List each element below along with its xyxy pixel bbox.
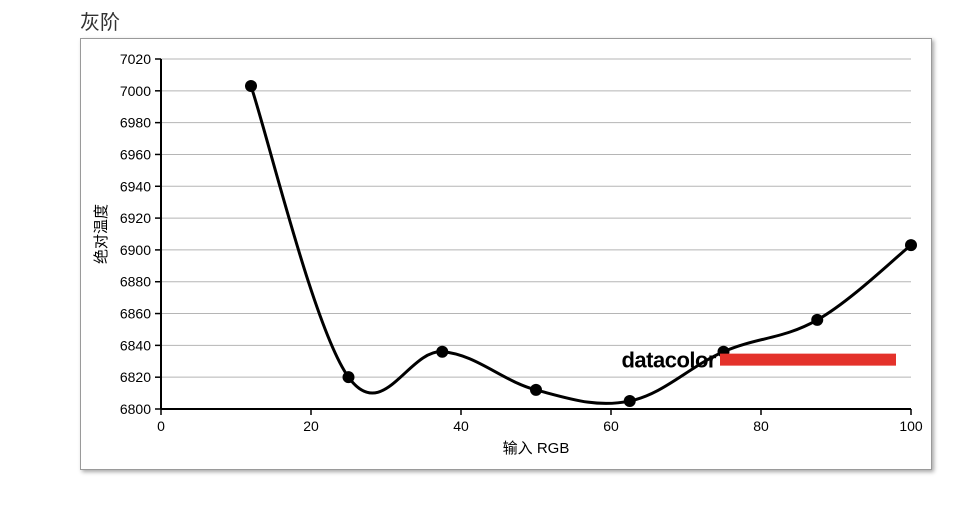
y-tick-label: 6920	[120, 210, 151, 226]
y-tick-label: 6840	[120, 337, 151, 353]
y-tick-label: 6940	[120, 178, 151, 194]
data-marker	[905, 239, 917, 251]
x-tick-label: 60	[603, 418, 619, 434]
y-tick-label: 7000	[120, 83, 151, 99]
y-tick-label: 7020	[120, 51, 151, 67]
y-tick-label: 6860	[120, 306, 151, 322]
data-marker	[343, 371, 355, 383]
x-tick-label: 80	[753, 418, 769, 434]
y-tick-label: 6880	[120, 274, 151, 290]
y-axis-label: 绝对温度	[93, 204, 110, 264]
data-marker	[436, 346, 448, 358]
data-marker	[530, 384, 542, 396]
x-tick-label: 40	[453, 418, 469, 434]
x-tick-label: 0	[157, 418, 165, 434]
y-tick-label: 6800	[120, 401, 151, 417]
chart-svg: 0 20 40 60 80 100 6800 6820 6840 6860 6880 6900 6920…	[81, 39, 931, 469]
data-marker	[245, 80, 257, 92]
chart-title: 灰阶	[80, 6, 120, 35]
watermark-bar	[720, 354, 896, 366]
data-marker	[811, 314, 823, 326]
chart-panel: 0 20 40 60 80 100 6800 6820 6840 6860 6880 6900 6920…	[80, 38, 932, 470]
y-tick-label: 6820	[120, 369, 151, 385]
x-tick-label: 100	[899, 418, 923, 434]
watermark-text: datacolor	[621, 348, 716, 373]
y-tick-label: 6900	[120, 242, 151, 258]
y-tick-label: 6980	[120, 115, 151, 131]
y-tick-label: 6960	[120, 146, 151, 162]
x-axis-label: 输入 RGB	[503, 440, 570, 457]
x-tick-label: 20	[303, 418, 319, 434]
data-marker	[624, 395, 636, 407]
